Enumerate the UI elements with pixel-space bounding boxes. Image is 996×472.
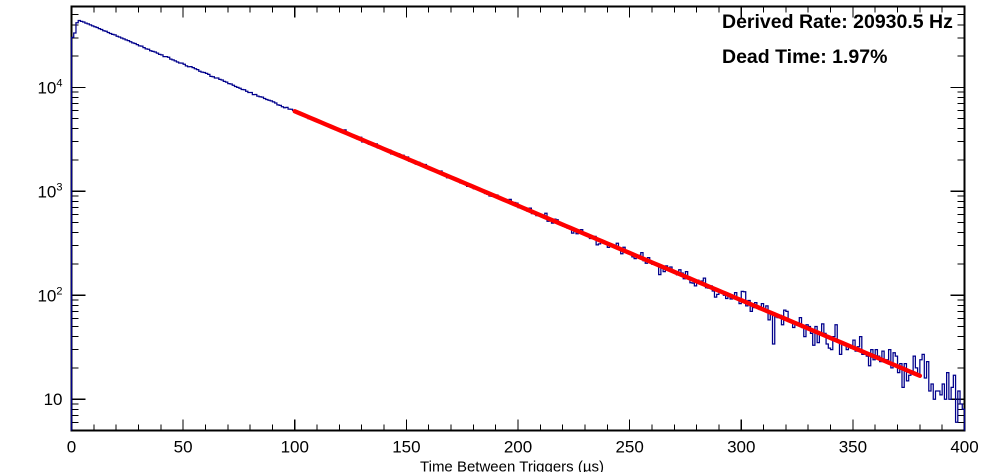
x-axis-title: Time Between Triggers (µs) [420, 459, 604, 472]
y-tick-label: 10 [44, 390, 63, 409]
axis-tick-labels: 0 50 100 150 200 250 300 350 400 Time Between Tri… [37, 77, 978, 472]
x-tick-label: 0 [67, 438, 76, 457]
x-tick-label: 350 [839, 438, 867, 457]
annotation-layer: Derived Rate: 20930.5 Hz Dead Time: 1.97… [722, 6, 972, 86]
x-tick-label: 150 [392, 438, 420, 457]
derived-rate-annotation: Derived Rate: 20930.5 Hz [722, 11, 953, 33]
x-tick-label: 400 [950, 438, 978, 457]
exponential-fit-line [292, 109, 923, 378]
x-tick-label: 200 [504, 438, 532, 457]
dead-time-annotation: Dead Time: 1.97% [722, 46, 888, 68]
histogram-series-line [70, 19, 966, 431]
histogram-step-path [70, 19, 966, 431]
x-tick-label: 50 [174, 438, 193, 457]
y-tick-label: 103 [37, 181, 62, 201]
x-tick-label: 100 [281, 438, 309, 457]
y-tick-label: 102 [37, 285, 62, 305]
axis-ticks [70, 6, 966, 431]
fit-curve-path [292, 109, 923, 378]
y-tick-label: 104 [37, 77, 62, 97]
x-tick-label: 250 [615, 438, 643, 457]
x-tick-label: 300 [727, 438, 755, 457]
